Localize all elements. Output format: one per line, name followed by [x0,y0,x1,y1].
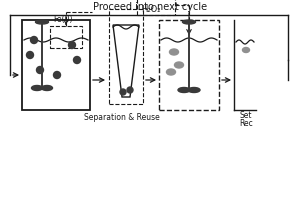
Circle shape [37,66,44,73]
Bar [22,20,90,110]
Circle shape [31,36,38,44]
Circle shape [120,89,126,95]
Bar [50,26,82,48]
Text: Separation & Reuse: Separation & Reuse [84,114,159,122]
Bar [159,20,219,110]
Ellipse shape [167,69,176,75]
Ellipse shape [41,86,52,90]
Bar [109,9,143,104]
Ellipse shape [182,20,196,24]
Ellipse shape [175,62,184,68]
Text: H₂O₂: H₂O₂ [141,4,161,14]
Bar [137,0,175,15]
Circle shape [53,72,61,78]
Text: Fe(0): Fe(0) [53,15,73,24]
Ellipse shape [178,88,190,92]
Ellipse shape [35,20,49,24]
Circle shape [26,51,34,58]
Text: Rec: Rec [239,119,253,129]
Circle shape [74,56,80,64]
Ellipse shape [242,47,250,52]
Ellipse shape [188,88,200,92]
Text: Proceed into next cycle: Proceed into next cycle [93,2,207,12]
Circle shape [68,42,76,48]
Ellipse shape [169,49,178,55]
Ellipse shape [32,86,43,90]
Text: Set: Set [239,112,251,120]
Circle shape [127,87,133,93]
